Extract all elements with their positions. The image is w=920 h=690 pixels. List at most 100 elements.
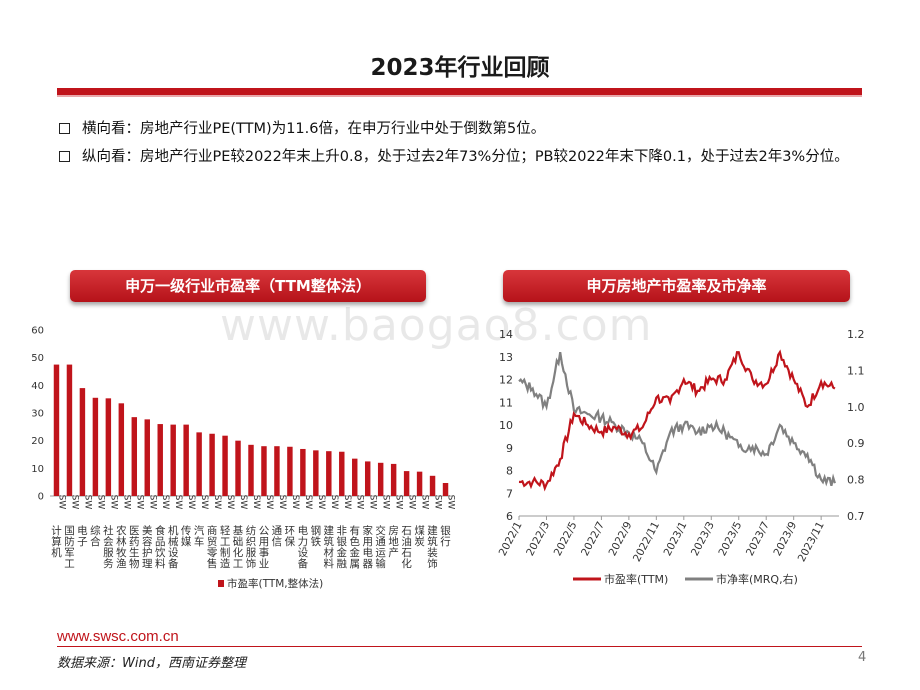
bar <box>92 397 99 496</box>
svg-text:金: 金 <box>337 546 348 559</box>
svg-text:信: 信 <box>272 536 283 548</box>
svg-text:算: 算 <box>51 535 62 548</box>
svg-text:用: 用 <box>362 536 373 548</box>
bar <box>209 433 215 496</box>
svg-text:力: 力 <box>298 535 309 548</box>
svg-text:炭: 炭 <box>414 536 425 548</box>
svg-text:医: 医 <box>129 525 140 537</box>
source-note: 数据来源：Wind，西南证券整理 <box>57 656 246 671</box>
svg-text:SW: SW <box>82 495 92 510</box>
svg-text:料: 料 <box>155 557 166 570</box>
x-tick-label: 2022/3 <box>524 520 552 558</box>
svg-text:融: 融 <box>337 558 348 570</box>
svg-text:会: 会 <box>103 535 114 548</box>
svg-text:基: 基 <box>233 524 244 537</box>
y-left-tick-label: 14 <box>499 328 513 341</box>
bar <box>66 364 73 496</box>
svg-text:通: 通 <box>272 525 283 537</box>
line-chart-title: 申万房地产市盈率及市净率 <box>503 270 850 302</box>
slide-title: 2023年行业回顾 <box>370 55 550 81</box>
svg-text:器: 器 <box>362 558 373 570</box>
svg-text:银: 银 <box>337 535 348 548</box>
svg-text:SW: SW <box>173 495 183 510</box>
svg-text:工: 工 <box>220 536 231 548</box>
y-right-tick-label: 0.9 <box>847 437 865 450</box>
svg-text:钢: 钢 <box>311 524 322 537</box>
legend: 市盈率(TTM,整体法) <box>218 577 323 590</box>
svg-text:地: 地 <box>388 535 399 548</box>
bar <box>79 388 86 496</box>
bar-chart: 0102030405060SW计算机SW国防军工SW电子SW综合SW社会服务SW… <box>31 326 455 591</box>
svg-text:色: 色 <box>349 535 360 548</box>
svg-text:交: 交 <box>375 524 386 537</box>
svg-text:料: 料 <box>324 557 335 570</box>
svg-text:行: 行 <box>440 535 451 548</box>
y-left-tick-label: 8 <box>506 465 513 478</box>
svg-text:SW: SW <box>199 495 209 510</box>
svg-text:有: 有 <box>349 524 360 537</box>
svg-text:SW: SW <box>251 495 261 510</box>
svg-text:SW: SW <box>264 495 274 510</box>
bar <box>105 398 112 496</box>
svg-text:美: 美 <box>142 524 153 537</box>
bar <box>170 424 176 496</box>
y-left-tick-label: 6 <box>506 510 513 523</box>
svg-text:SW: SW <box>433 495 443 510</box>
watermark: www.baogao8.com <box>220 300 653 351</box>
bar <box>339 451 345 496</box>
svg-text:汽: 汽 <box>194 524 205 537</box>
svg-text:社: 社 <box>103 524 114 537</box>
y-tick-label: 20 <box>31 436 44 447</box>
bar <box>53 364 60 496</box>
svg-text:SW: SW <box>134 495 144 510</box>
svg-text:石: 石 <box>401 525 412 537</box>
svg-text:SW: SW <box>121 495 131 510</box>
bar <box>287 446 293 496</box>
svg-text:SW: SW <box>225 495 235 510</box>
y-right-tick-label: 0.7 <box>847 510 865 523</box>
page-number: 4 <box>858 650 867 665</box>
svg-text:SW: SW <box>95 495 105 510</box>
svg-text:牧: 牧 <box>116 546 127 559</box>
website-text: www.swsc.com.cn <box>57 628 179 645</box>
y-left-tick-label: 11 <box>499 396 513 409</box>
svg-text:SW: SW <box>277 495 287 510</box>
svg-text:础: 础 <box>233 536 244 548</box>
svg-text:生: 生 <box>129 546 140 559</box>
bullet-text: 纵向看：房地产行业PE较2022年末上升0.8，处于过去2年73%分位；PB较2… <box>82 149 849 165</box>
bar <box>261 446 267 496</box>
legend-swatch <box>218 580 224 587</box>
y-left-tick-label: 13 <box>499 351 513 364</box>
svg-text:化: 化 <box>233 546 244 559</box>
bar <box>157 424 163 496</box>
y-left-tick-label: 9 <box>506 442 513 455</box>
svg-text:物: 物 <box>129 557 140 570</box>
svg-text:SW: SW <box>355 495 365 510</box>
svg-text:银: 银 <box>440 524 451 537</box>
svg-text:食: 食 <box>155 524 166 537</box>
title-underline <box>57 88 862 95</box>
svg-text:SW: SW <box>160 495 170 510</box>
x-tick-label: 2022/5 <box>552 520 580 558</box>
pb-series-line <box>518 352 836 487</box>
svg-text:煤: 煤 <box>414 524 425 537</box>
y-tick-label: 30 <box>31 409 44 420</box>
x-tick-label: SW 通信 <box>272 495 287 548</box>
svg-text:房: 房 <box>388 524 399 537</box>
svg-text:商: 商 <box>207 524 218 537</box>
svg-text:农: 农 <box>116 524 127 537</box>
pe-series-line <box>518 349 836 492</box>
svg-text:金: 金 <box>349 546 360 559</box>
y-left-tick-label: 12 <box>499 374 513 387</box>
bar <box>235 440 241 496</box>
svg-text:SW: SW <box>69 495 79 510</box>
